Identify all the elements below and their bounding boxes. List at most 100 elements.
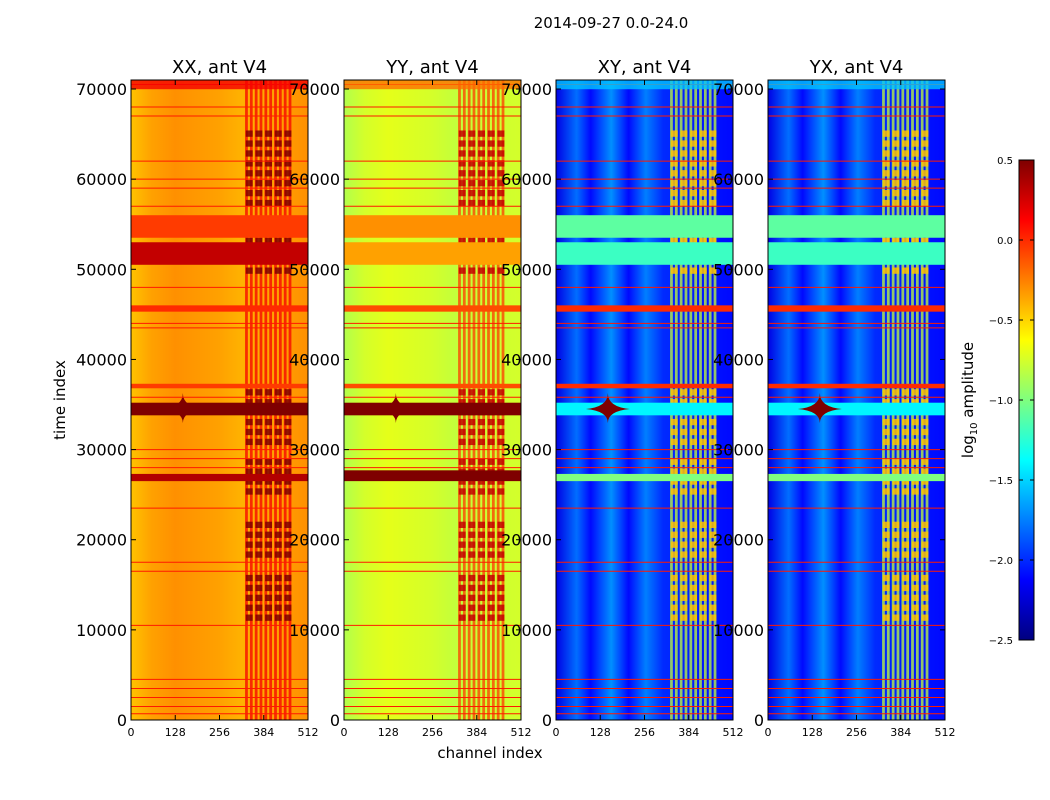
rfi-block xyxy=(487,180,495,187)
rfi-block xyxy=(245,614,253,621)
rfi-block xyxy=(487,438,495,446)
rfi-block xyxy=(882,521,890,528)
rfi-block xyxy=(274,267,282,274)
x-tick-label: 256 xyxy=(209,726,230,739)
rfi-block xyxy=(284,130,292,137)
rfi-block xyxy=(921,160,929,167)
rfi-block xyxy=(911,160,919,167)
rfi-block xyxy=(245,488,253,495)
x-tick-label: 256 xyxy=(634,726,655,739)
rfi-block xyxy=(902,614,910,621)
rfi-block xyxy=(487,389,495,396)
rfi-block xyxy=(680,488,688,495)
rfi-block xyxy=(458,551,466,558)
rfi-block xyxy=(699,150,707,157)
rfi-block xyxy=(690,531,698,538)
rfi-block xyxy=(709,584,717,592)
rfi-block xyxy=(690,574,698,582)
rfi-block xyxy=(670,199,678,207)
rfi-block xyxy=(709,478,717,485)
rfi-block xyxy=(274,614,282,621)
rfi-block xyxy=(670,584,678,592)
rfi-block xyxy=(265,604,273,611)
x-tick-label: 128 xyxy=(590,726,611,739)
rfi-block xyxy=(690,418,698,426)
rfi-block xyxy=(699,199,707,207)
rfi-block xyxy=(458,604,466,611)
rfi-block xyxy=(245,541,253,548)
rfi-block xyxy=(670,180,678,187)
rfi-block xyxy=(882,584,890,592)
time-band xyxy=(556,402,733,416)
rfi-block xyxy=(680,428,688,436)
rfi-block xyxy=(680,541,688,548)
rfi-block xyxy=(699,541,707,548)
time-band xyxy=(131,242,308,265)
rfi-block xyxy=(255,614,263,621)
y-tick-label: 10000 xyxy=(713,621,764,640)
rfi-block xyxy=(255,150,263,157)
rfi-block xyxy=(690,267,698,274)
rfi-block xyxy=(468,478,476,485)
rfi-block xyxy=(468,604,476,611)
rfi-block xyxy=(670,130,678,137)
rfi-block xyxy=(478,189,486,197)
rfi-block xyxy=(478,521,486,528)
rfi-block xyxy=(468,614,476,621)
rfi-block xyxy=(709,468,717,475)
rfi-block xyxy=(680,199,688,207)
rfi-block xyxy=(487,584,495,592)
y-tick-label: 30000 xyxy=(501,441,552,460)
rfi-block xyxy=(680,478,688,485)
rfi-block xyxy=(680,604,688,611)
rfi-block xyxy=(265,438,273,446)
rfi-block xyxy=(892,180,900,187)
rfi-block xyxy=(699,594,707,602)
rfi-block xyxy=(274,468,282,475)
rfi-block xyxy=(680,267,688,274)
rfi-block xyxy=(882,541,890,548)
rfi-block xyxy=(497,614,505,621)
rfi-block xyxy=(902,604,910,611)
rfi-block xyxy=(911,389,919,396)
rfi-block xyxy=(458,267,466,274)
rfi-block xyxy=(458,140,466,147)
rfi-block xyxy=(892,521,900,528)
panel-1: YY, ant V4 0 128 256 384 512 0 10000 20000 30000 4… xyxy=(289,57,531,739)
rfi-block xyxy=(709,438,717,446)
rfi-block xyxy=(709,531,717,538)
rfi-block xyxy=(709,160,717,167)
x-tick-label: 256 xyxy=(846,726,867,739)
rfi-block xyxy=(255,130,263,137)
rfi-block xyxy=(921,170,929,177)
rfi-block xyxy=(255,574,263,582)
rfi-block xyxy=(487,199,495,207)
rfi-block xyxy=(921,150,929,157)
rfi-block xyxy=(487,237,495,245)
rfi-block xyxy=(882,140,890,147)
rfi-block xyxy=(902,150,910,157)
rfi-block xyxy=(709,458,717,465)
rfi-block xyxy=(487,150,495,157)
rfi-block xyxy=(245,189,253,197)
y-tick-label: 70000 xyxy=(713,80,764,99)
rfi-block xyxy=(690,604,698,611)
time-band xyxy=(556,215,733,238)
rfi-block xyxy=(274,574,282,582)
rfi-block xyxy=(274,478,282,485)
rfi-block xyxy=(699,389,707,396)
rfi-block xyxy=(921,428,929,436)
rfi-block xyxy=(487,140,495,147)
rfi-block xyxy=(468,458,476,465)
rfi-block xyxy=(245,199,253,207)
rfi-block xyxy=(709,594,717,602)
rfi-block xyxy=(284,468,292,475)
rfi-block xyxy=(468,389,476,396)
rfi-block xyxy=(892,541,900,548)
time-band xyxy=(768,242,945,265)
rfi-block xyxy=(709,604,717,611)
rfi-block xyxy=(882,399,890,406)
y-tick-label: 60000 xyxy=(76,170,127,189)
rfi-block xyxy=(911,189,919,197)
